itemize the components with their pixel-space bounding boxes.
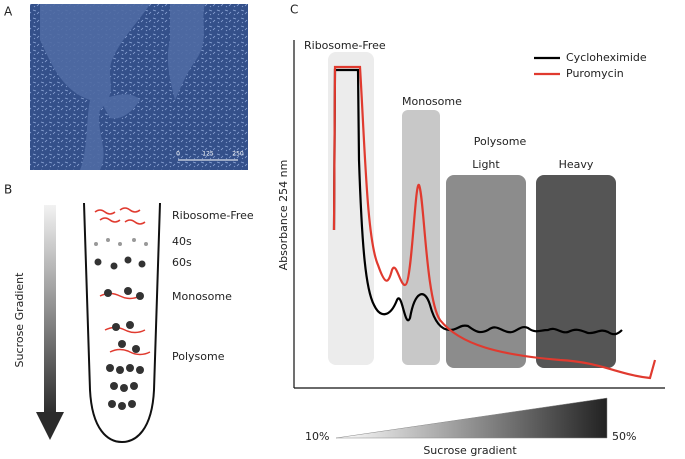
region-label: Heavy — [559, 158, 594, 171]
tube — [83, 202, 161, 444]
ribosomes — [94, 238, 148, 410]
region — [446, 175, 526, 368]
region-label: Ribosome-Free — [304, 39, 386, 52]
gradient-label: Sucrose Gradient — [13, 272, 26, 368]
panel-label: A — [4, 5, 13, 19]
arrow-head — [36, 412, 64, 440]
region-label: Monosome — [402, 95, 462, 108]
gradient-end: 50% — [612, 430, 636, 443]
scale-tick: 125 — [202, 151, 214, 158]
curve — [332, 68, 623, 336]
fraction-label: Ribosome-Free — [172, 209, 254, 222]
region-label: Light — [472, 158, 500, 171]
fraction-label: 60s — [172, 256, 192, 269]
gradient-arrow — [44, 205, 56, 415]
region-label: Polysome — [474, 135, 527, 148]
legend-label: Puromycin — [566, 67, 624, 80]
panel-label: C — [290, 3, 298, 17]
micrograph — [30, 4, 248, 170]
fraction-label: 40s — [172, 235, 192, 248]
gradient-start: 10% — [305, 430, 329, 443]
gradient-wedge — [335, 397, 608, 439]
scale-tick: 250 — [232, 151, 244, 158]
scale-tick: 0 — [176, 151, 180, 158]
particles — [94, 207, 151, 356]
region — [402, 110, 440, 365]
fraction-label: Monosome — [172, 290, 232, 303]
fraction-label: Polysome — [172, 350, 225, 363]
gradient-label: Sucrose gradient — [423, 444, 517, 457]
y-axis-label: Absorbance 254 nm — [277, 160, 290, 271]
region — [536, 175, 616, 368]
panel-label: B — [4, 183, 12, 197]
curve — [332, 65, 657, 380]
legend-label: Cycloheximide — [566, 51, 647, 64]
